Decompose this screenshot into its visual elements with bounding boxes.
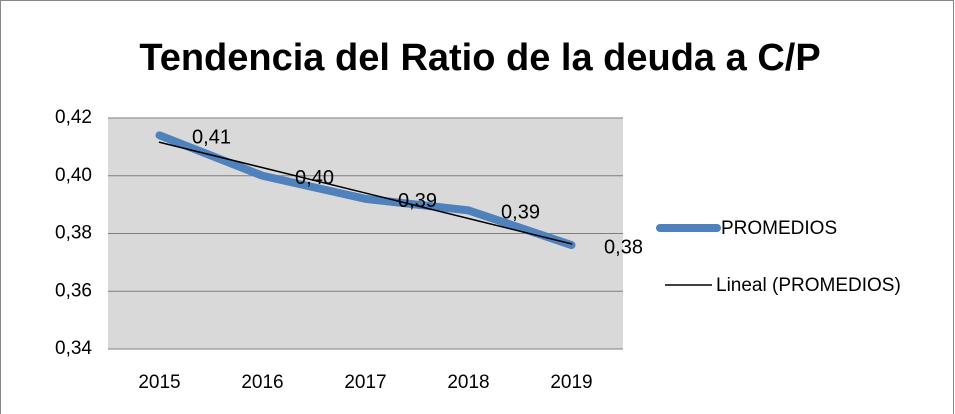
legend-label: PROMEDIOS <box>721 218 837 239</box>
x-tick-label: 2019 <box>550 372 592 393</box>
trend-line <box>158 141 573 245</box>
data-label: 0,40 <box>295 167 334 189</box>
series-line <box>155 131 576 250</box>
data-label: 0,39 <box>501 202 540 224</box>
legend-label: Lineal (PROMEDIOS) <box>716 275 901 296</box>
chart-title: Tendencia del Ratio de la deuda a C/P <box>139 37 820 79</box>
data-label: 0,38 <box>604 236 643 258</box>
y-tick-label: 0,34 <box>55 338 92 359</box>
y-tick-label: 0,38 <box>55 223 92 244</box>
x-tick-label: 2016 <box>241 372 283 393</box>
y-tick-label: 0,40 <box>55 165 92 186</box>
x-tick-label: 2015 <box>138 372 180 393</box>
y-tick-label: 0,36 <box>55 280 92 301</box>
y-tick-label: 0,42 <box>55 107 92 128</box>
x-tick-label: 2018 <box>447 372 489 393</box>
data-label: 0,41 <box>192 127 231 149</box>
data-label: 0,39 <box>398 190 437 212</box>
x-tick-label: 2017 <box>344 372 386 393</box>
